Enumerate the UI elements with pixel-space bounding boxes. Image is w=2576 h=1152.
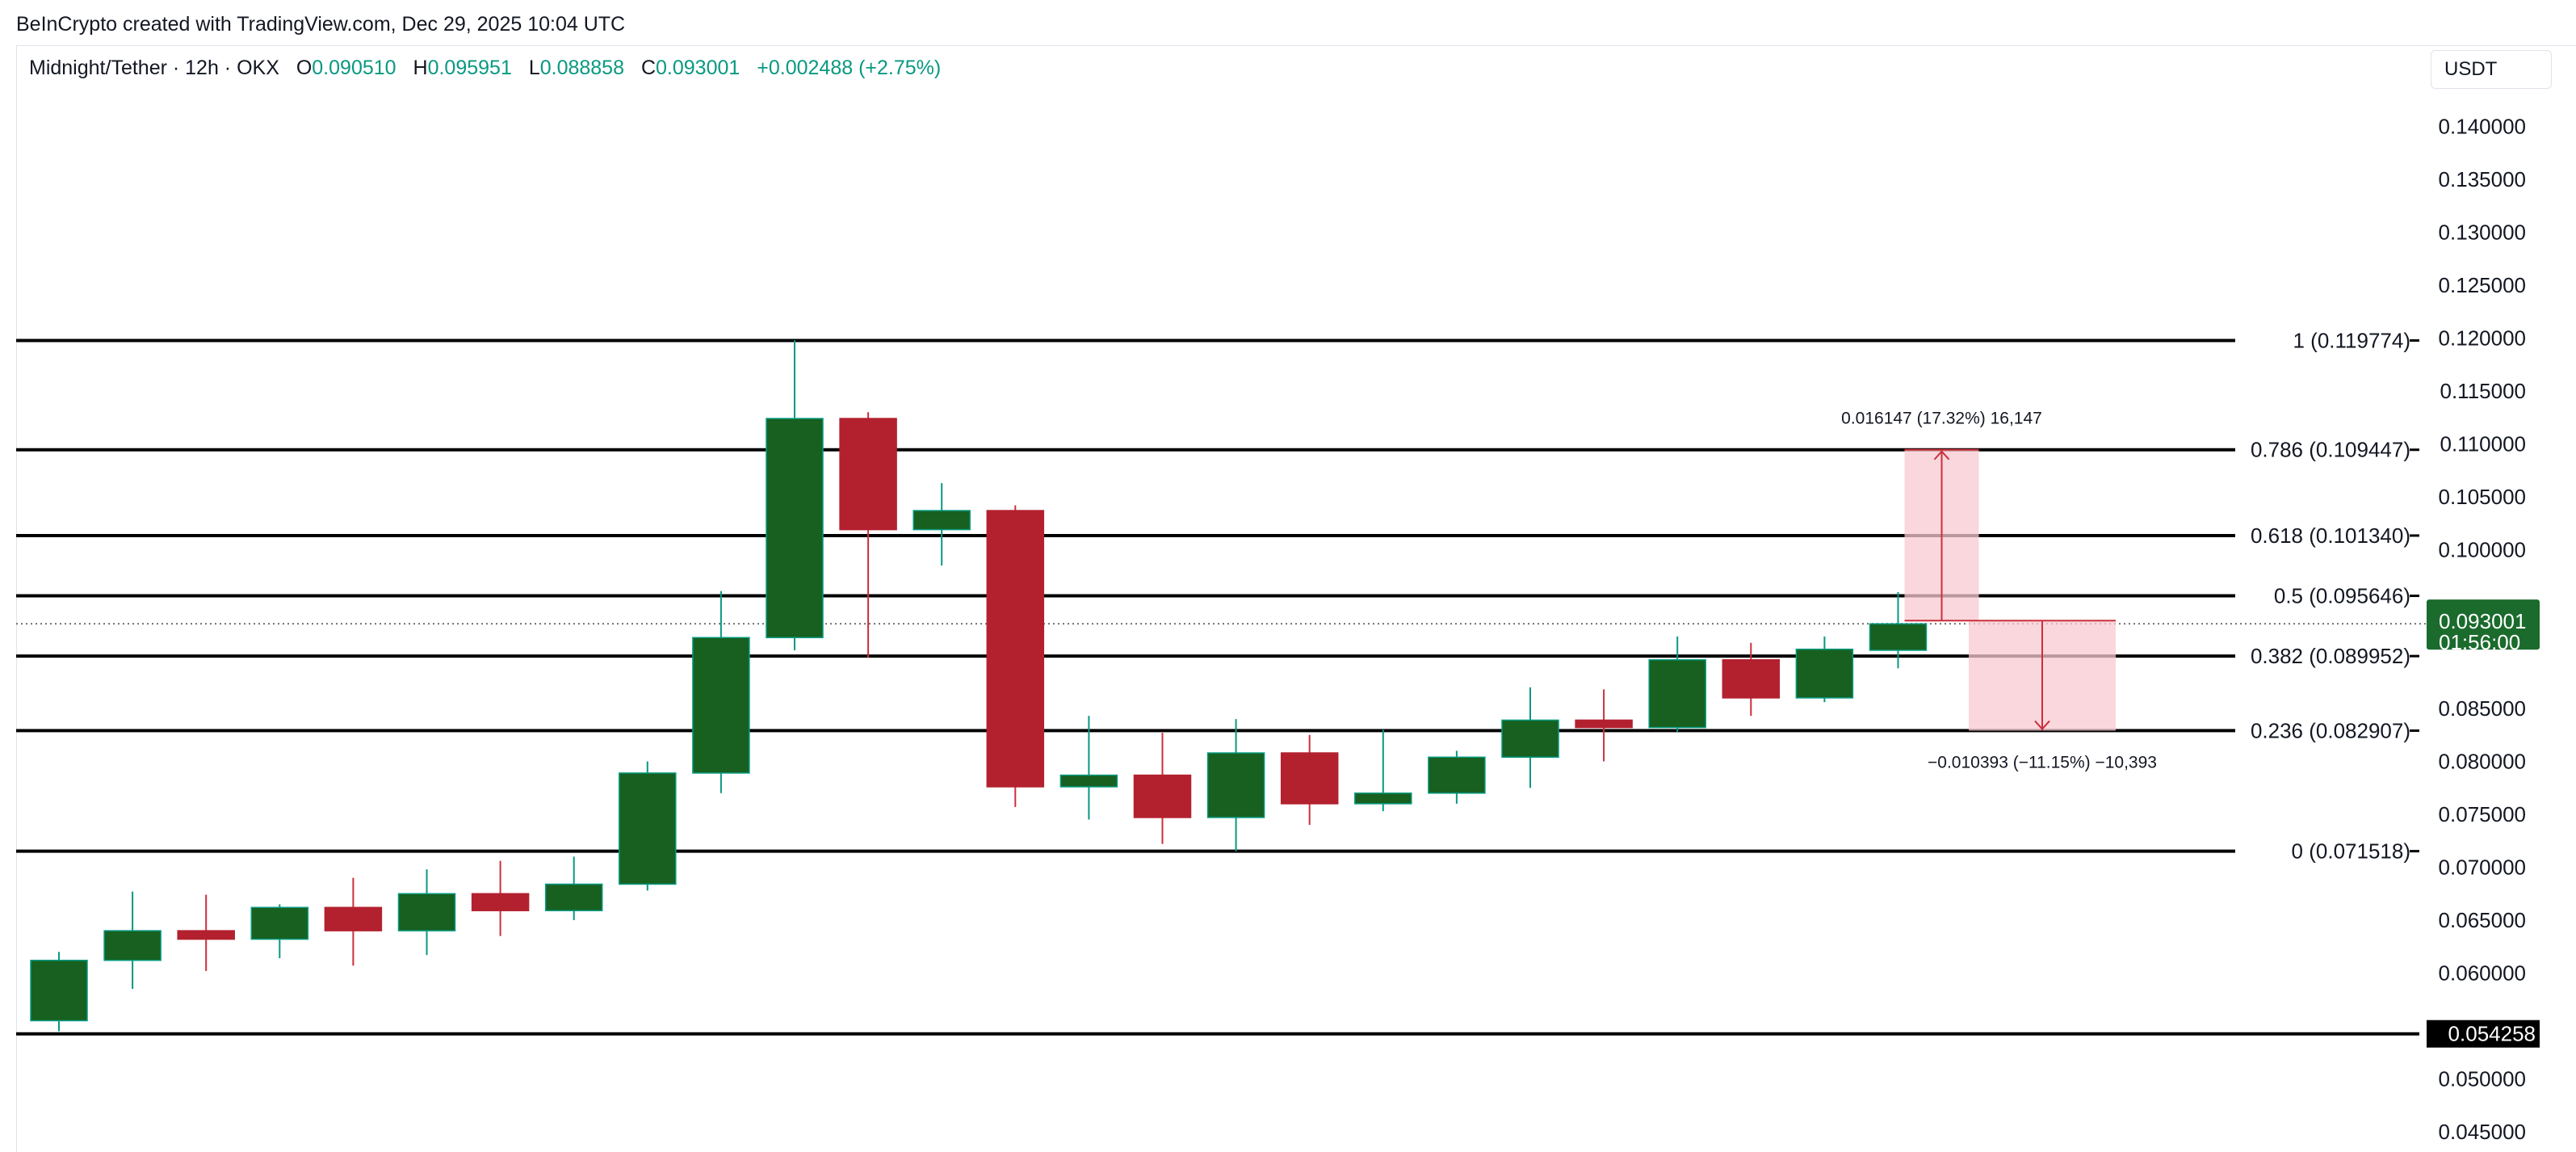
y-axis-tick-label: 0.140000 xyxy=(2439,115,2526,139)
candle-body-up xyxy=(913,510,971,531)
candle-countdown: 01:56:00 xyxy=(2439,630,2520,654)
candle-body-up xyxy=(1795,648,1854,699)
candle-body-up xyxy=(692,637,750,774)
candle-body-up xyxy=(1059,774,1118,788)
measure-up-label: 0.016147 (17.32%) 16,147 xyxy=(1841,410,2042,428)
candle-body-up xyxy=(766,418,824,638)
chart-frame xyxy=(16,45,2576,1152)
candle-body-up xyxy=(1648,658,1706,729)
y-axis-tick-label: 0.120000 xyxy=(2439,326,2526,351)
legend-low-value: 0.088858 xyxy=(539,57,624,79)
last-price-badge xyxy=(2427,599,2540,650)
candle-body-down xyxy=(1722,658,1781,699)
candle-body-down xyxy=(471,893,530,911)
measure-down-label: −0.010393 (−11.15%) −10,393 xyxy=(1928,753,2157,772)
candle-body-down xyxy=(1280,752,1339,805)
legend-open-value: 0.090510 xyxy=(312,57,396,79)
y-axis-tick-label: 0.075000 xyxy=(2439,802,2526,826)
fib-level-label: 0 (0.071518) xyxy=(2292,839,2410,864)
y-axis-tick-label: 0.080000 xyxy=(2439,750,2526,774)
fib-level-label: 0.382 (0.089952) xyxy=(2251,644,2410,668)
y-axis-tick-label: 0.105000 xyxy=(2439,485,2526,509)
fib-level-label: 0.5 (0.095646) xyxy=(2274,584,2410,608)
candle-body-up xyxy=(1869,623,1928,651)
candle-body-down xyxy=(324,906,383,931)
y-axis-tick-label: 0.085000 xyxy=(2439,696,2526,721)
legend-open-label: O xyxy=(296,57,313,79)
candle-body-down xyxy=(1133,774,1192,818)
candle-body-up xyxy=(250,906,309,940)
y-axis-tick-label: 0.050000 xyxy=(2439,1067,2526,1091)
candle-body-up xyxy=(1428,756,1486,794)
candle-body-down xyxy=(839,418,897,531)
legend-symbol[interactable]: Midnight/Tether · 12h · OKX xyxy=(29,57,279,79)
last-price-value: 0.093001 xyxy=(2439,609,2526,633)
y-axis-tick-label: 0.045000 xyxy=(2439,1120,2526,1144)
support-level-badge xyxy=(2427,1020,2540,1048)
chart-credit: BeInCrypto created with TradingView.com,… xyxy=(16,13,626,36)
candle-body-up xyxy=(1354,793,1412,805)
candle-body-up xyxy=(619,772,677,885)
candle-body-up xyxy=(1206,752,1265,818)
y-axis-tick-label: 0.100000 xyxy=(2439,538,2526,562)
y-axis-tick-label: 0.070000 xyxy=(2439,856,2526,880)
fib-level-label: 0.618 (0.101340) xyxy=(2251,523,2410,548)
candle-body-up xyxy=(397,893,456,931)
y-axis-tick-label: 0.110000 xyxy=(2440,432,2526,456)
legend-high-value: 0.095951 xyxy=(427,57,512,79)
candle-body-up xyxy=(544,883,603,911)
legend-low-label: L xyxy=(528,57,540,79)
support-level-label: 0.054258 xyxy=(2448,1022,2536,1046)
currency-selector-button[interactable]: USDT xyxy=(2431,50,2552,89)
legend-close-value: 0.093001 xyxy=(656,57,740,79)
candle-body-up xyxy=(103,930,162,961)
candle-body-down xyxy=(177,930,235,940)
fib-level-label: 0.236 (0.082907) xyxy=(2251,718,2410,742)
candle-body-down xyxy=(1575,719,1633,729)
measure-down-arrowhead xyxy=(2034,720,2050,730)
y-axis-tick-label: 0.135000 xyxy=(2439,167,2526,191)
measure-up-arrowhead xyxy=(1933,450,1950,460)
legend-high-label: H xyxy=(413,57,428,79)
fib-level-label: 0.786 (0.109447) xyxy=(2251,438,2410,462)
y-axis-tick-label: 0.125000 xyxy=(2439,273,2526,297)
y-axis-tick-label: 0.065000 xyxy=(2439,908,2526,932)
candle-body-down xyxy=(986,510,1045,788)
legend-close-label: C xyxy=(640,57,657,79)
symbol-legend: Midnight/Tether · 12h · OKX O0.090510 H0… xyxy=(29,57,941,80)
y-axis-tick-label: 0.115000 xyxy=(2440,379,2526,403)
y-axis-tick-label: 0.130000 xyxy=(2439,221,2526,245)
legend-change-value: +0.002488 (+2.75%) xyxy=(757,57,942,79)
fib-level-label: 1 (0.119774) xyxy=(2293,328,2410,352)
candle-body-up xyxy=(1501,719,1559,759)
candle-body-up xyxy=(30,960,88,1022)
y-axis-tick-label: 0.060000 xyxy=(2439,961,2526,986)
